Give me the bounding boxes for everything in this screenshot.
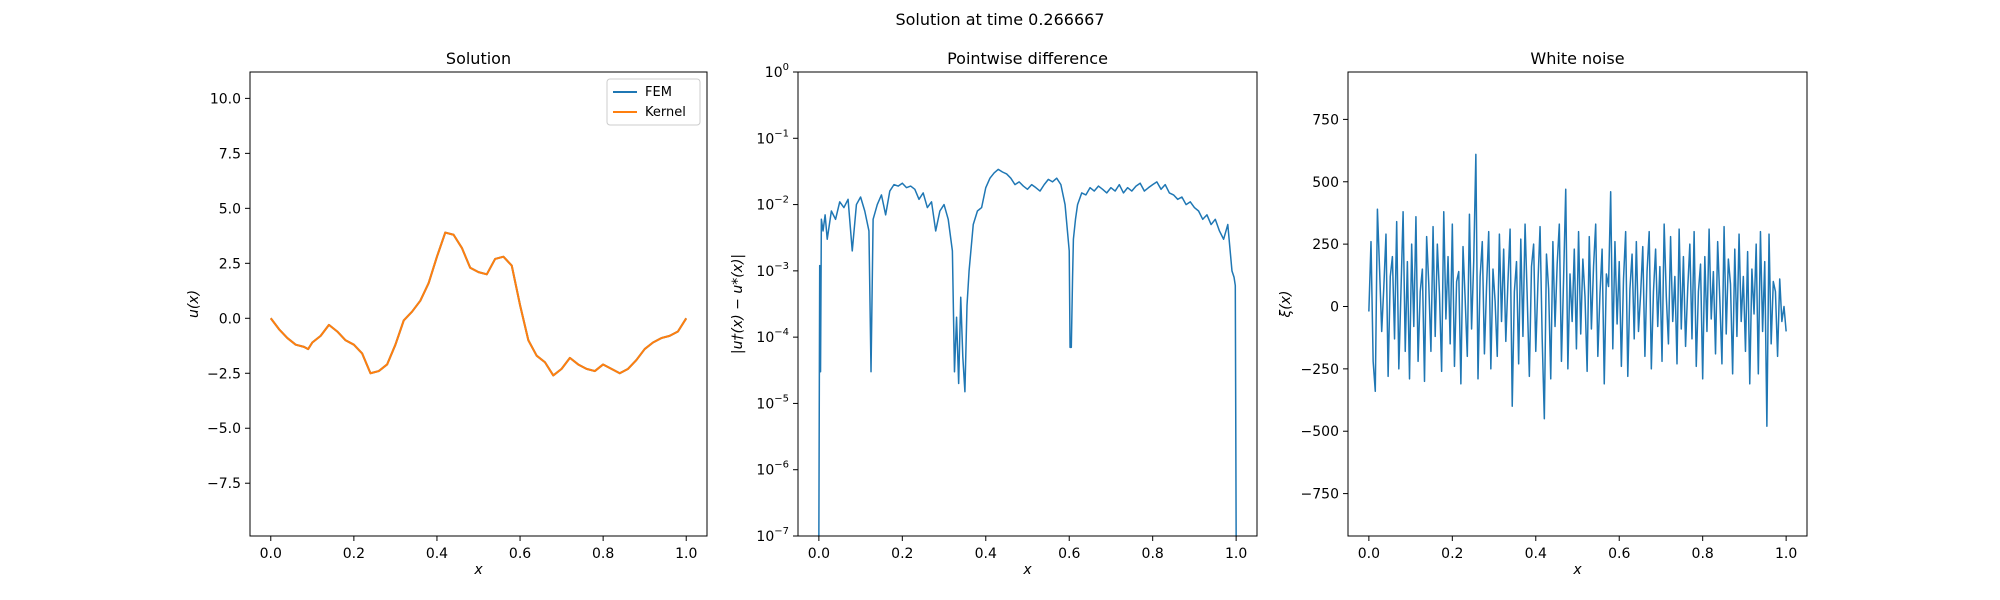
solution-series-line-kernel bbox=[269, 231, 688, 377]
solution-ytick-label: −7.5 bbox=[207, 476, 241, 492]
white-noise-ytick-label: −500 bbox=[1301, 424, 1339, 440]
white-noise-ytick-label: 0 bbox=[1330, 299, 1339, 315]
white-noise-ytick-label: 750 bbox=[1312, 112, 1339, 128]
white-noise-axes: White noise 0.0 0.2 0.4 0.6 0.8 1.0 −750−500−… bbox=[1278, 49, 1808, 578]
white-noise-title: White noise bbox=[1530, 49, 1624, 68]
difference-ytick-label: 10−3 bbox=[756, 261, 789, 280]
legend-kernel-label: Kernel bbox=[645, 105, 686, 120]
difference-ytick-label: 10−2 bbox=[756, 195, 789, 214]
difference-ytick-label: 10−7 bbox=[756, 526, 789, 545]
difference-ytick-label: 10−5 bbox=[756, 393, 789, 412]
white-noise-xtick-label: 0.6 bbox=[1608, 546, 1630, 562]
white-noise-xlabel: x bbox=[1572, 562, 1582, 578]
white-noise-xtick-label: 0.2 bbox=[1441, 546, 1463, 562]
solution-ytick-label: 7.5 bbox=[219, 146, 241, 162]
solution-ytick-label: −2.5 bbox=[207, 366, 241, 382]
white-noise-series-line bbox=[1368, 153, 1787, 427]
solution-ytick-label: 2.5 bbox=[219, 256, 241, 272]
white-noise-xtick-label: 0.8 bbox=[1692, 546, 1714, 562]
solution-ytick-label: 10.0 bbox=[210, 91, 241, 107]
solution-xtick-label: 0.2 bbox=[343, 546, 365, 562]
solution-series-line-fem bbox=[269, 231, 688, 377]
white-noise-xtick-label: 1.0 bbox=[1775, 546, 1797, 562]
solution-plot-area bbox=[269, 231, 688, 377]
difference-xtick-label: 0.6 bbox=[1058, 546, 1080, 562]
difference-xtick-label: 0.4 bbox=[975, 546, 997, 562]
difference-yticks: 10−7 10−6 10−5 10−4 10−3 10−2 10−1 100 bbox=[756, 62, 798, 545]
difference-ytick-label: 10−4 bbox=[756, 327, 789, 346]
solution-xtick-label: 0.8 bbox=[592, 546, 614, 562]
difference-ytick-label: 10−6 bbox=[756, 460, 789, 479]
solution-ytick-label: −5.0 bbox=[207, 421, 241, 437]
white-noise-yticks: −750 −500 −250 0 250 500 750 bbox=[1301, 112, 1348, 503]
solution-legend: FEM Kernel bbox=[606, 78, 701, 126]
difference-ylabel: |u†(x) − u*(x)| bbox=[730, 254, 746, 354]
solution-frame bbox=[249, 71, 708, 537]
difference-axes: Pointwise difference 0.0 0.2 0.4 0.6 0.8 1.0 … bbox=[730, 49, 1258, 578]
solution-xlabel: x bbox=[473, 562, 483, 578]
difference-xtick-label: 0.8 bbox=[1142, 546, 1164, 562]
solution-xtick-label: 0.4 bbox=[426, 546, 448, 562]
solution-title: Solution bbox=[446, 49, 511, 68]
solution-ytick-label: 5.0 bbox=[219, 201, 241, 217]
legend-fem-label: FEM bbox=[645, 85, 672, 100]
difference-ytick-label: 10−1 bbox=[756, 128, 789, 147]
solution-xtick-label: 1.0 bbox=[675, 546, 697, 562]
white-noise-xtick-label: 0.4 bbox=[1525, 546, 1547, 562]
solution-xtick-label: 0.0 bbox=[260, 546, 282, 562]
white-noise-ytick-label: −250 bbox=[1301, 362, 1339, 378]
white-noise-xticks: 0.0 0.2 0.4 0.6 0.8 1.0 bbox=[1358, 536, 1797, 562]
solution-axes: Solution 0.0 0.2 0.4 0.6 0.8 1.0 −7.5 −5.0 −2.5… bbox=[186, 49, 708, 578]
difference-xticks: 0.0 0.2 0.4 0.6 0.8 1.0 bbox=[808, 536, 1247, 562]
legend-box bbox=[606, 78, 701, 126]
difference-series-line bbox=[818, 168, 1237, 536]
white-noise-ytick-label: −750 bbox=[1301, 487, 1339, 503]
difference-xlabel: x bbox=[1022, 562, 1032, 578]
difference-frame bbox=[797, 71, 1258, 537]
white-noise-plot-area bbox=[1368, 153, 1787, 427]
white-noise-frame bbox=[1347, 71, 1808, 537]
figure-suptitle: Solution at time 0.266667 bbox=[895, 10, 1104, 29]
difference-xtick-label: 0.0 bbox=[808, 546, 830, 562]
white-noise-ytick-label: 500 bbox=[1312, 175, 1339, 191]
solution-ytick-label: 0.0 bbox=[219, 311, 241, 327]
solution-ylabel: u(x) bbox=[186, 290, 202, 318]
difference-xtick-label: 0.2 bbox=[891, 546, 913, 562]
white-noise-ylabel: ξ(x) bbox=[1278, 290, 1294, 318]
difference-xtick-label: 1.0 bbox=[1225, 546, 1247, 562]
solution-xticks: 0.0 0.2 0.4 0.6 0.8 1.0 bbox=[260, 536, 697, 562]
solution-yticks: −7.5 −5.0 −2.5 0.0 2.5 5.0 7.5 10.0 bbox=[207, 91, 250, 492]
white-noise-ytick-label: 250 bbox=[1312, 237, 1339, 253]
difference-ytick-label: 100 bbox=[765, 62, 789, 81]
difference-title: Pointwise difference bbox=[947, 49, 1108, 68]
white-noise-xtick-label: 0.0 bbox=[1358, 546, 1380, 562]
difference-plot-area bbox=[818, 168, 1237, 536]
solution-xtick-label: 0.6 bbox=[509, 546, 531, 562]
